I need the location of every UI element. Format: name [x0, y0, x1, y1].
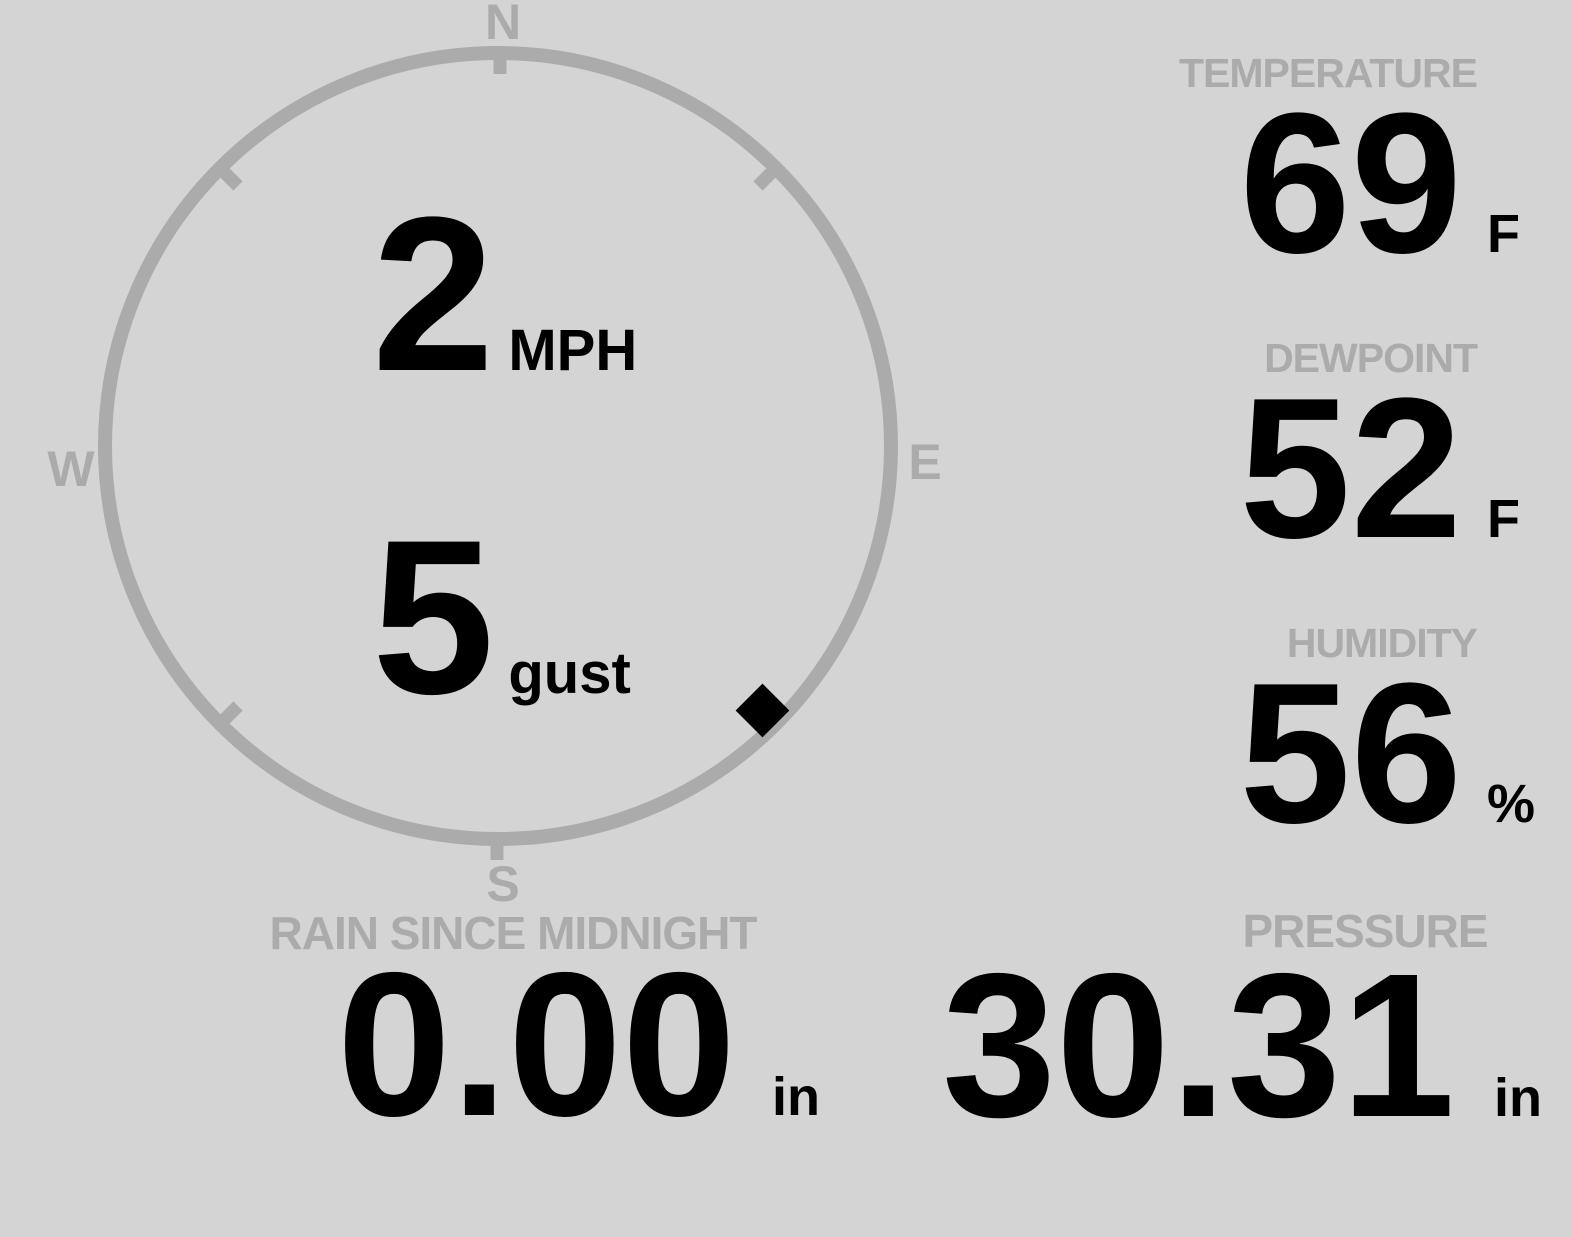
wind-compass-gauge: N E S W 2 MPH 5 gust [0, 0, 1000, 920]
compass-label-west: W [47, 441, 95, 497]
pressure-unit: in [1494, 1068, 1543, 1128]
dewpoint-label: DEWPOINT [1264, 335, 1478, 381]
rain-since-midnight-label: RAIN SINCE MIDNIGHT [269, 907, 758, 959]
temperature-value: 69 [1239, 72, 1462, 295]
wind-speed-unit: MPH [508, 318, 638, 383]
dewpoint-value-row: 52 F [767, 369, 1527, 569]
dewpoint-unit: F [1487, 489, 1520, 549]
temperature-stat: TEMPERATURE 69 F [767, 53, 1527, 284]
rain-since-midnight-unit: in [772, 1067, 820, 1127]
pressure-label: PRESSURE [1242, 905, 1488, 957]
wind-gust-value: 5 [372, 494, 495, 740]
compass-ticks [215, 50, 781, 860]
wind-gust-unit: gust [508, 641, 631, 706]
humidity-stat: HUMIDITY 56 % [767, 620, 1536, 865]
humidity-unit: % [1487, 774, 1536, 834]
humidity-label: HUMIDITY [1286, 620, 1478, 666]
compass-label-south: S [486, 856, 520, 912]
humidity-value-row: 56 % [767, 642, 1536, 865]
temperature-unit: F [1487, 204, 1520, 264]
compass-ring-graphic [98, 46, 898, 860]
compass-label-east: E [908, 434, 942, 490]
pressure-value: 30.31 [942, 931, 1456, 1160]
pressure-value-row: 30.31 in [942, 943, 1542, 1148]
humidity-value: 56 [1239, 642, 1462, 865]
rain-since-midnight-value: 0.00 [337, 930, 736, 1159]
rain-since-midnight-value-row: 0.00 in [337, 942, 820, 1147]
wind-speed-value: 2 [372, 171, 495, 417]
temperature-label: TEMPERATURE [1178, 50, 1478, 96]
wind-gust: 5 gust [372, 507, 631, 727]
dewpoint-stat: DEWPOINT 52 F [767, 338, 1527, 569]
dewpoint-value: 52 [1239, 357, 1462, 580]
compass-label-north: N [484, 0, 522, 50]
wind-speed: 2 MPH [372, 184, 637, 404]
temperature-value-row: 69 F [767, 84, 1527, 284]
